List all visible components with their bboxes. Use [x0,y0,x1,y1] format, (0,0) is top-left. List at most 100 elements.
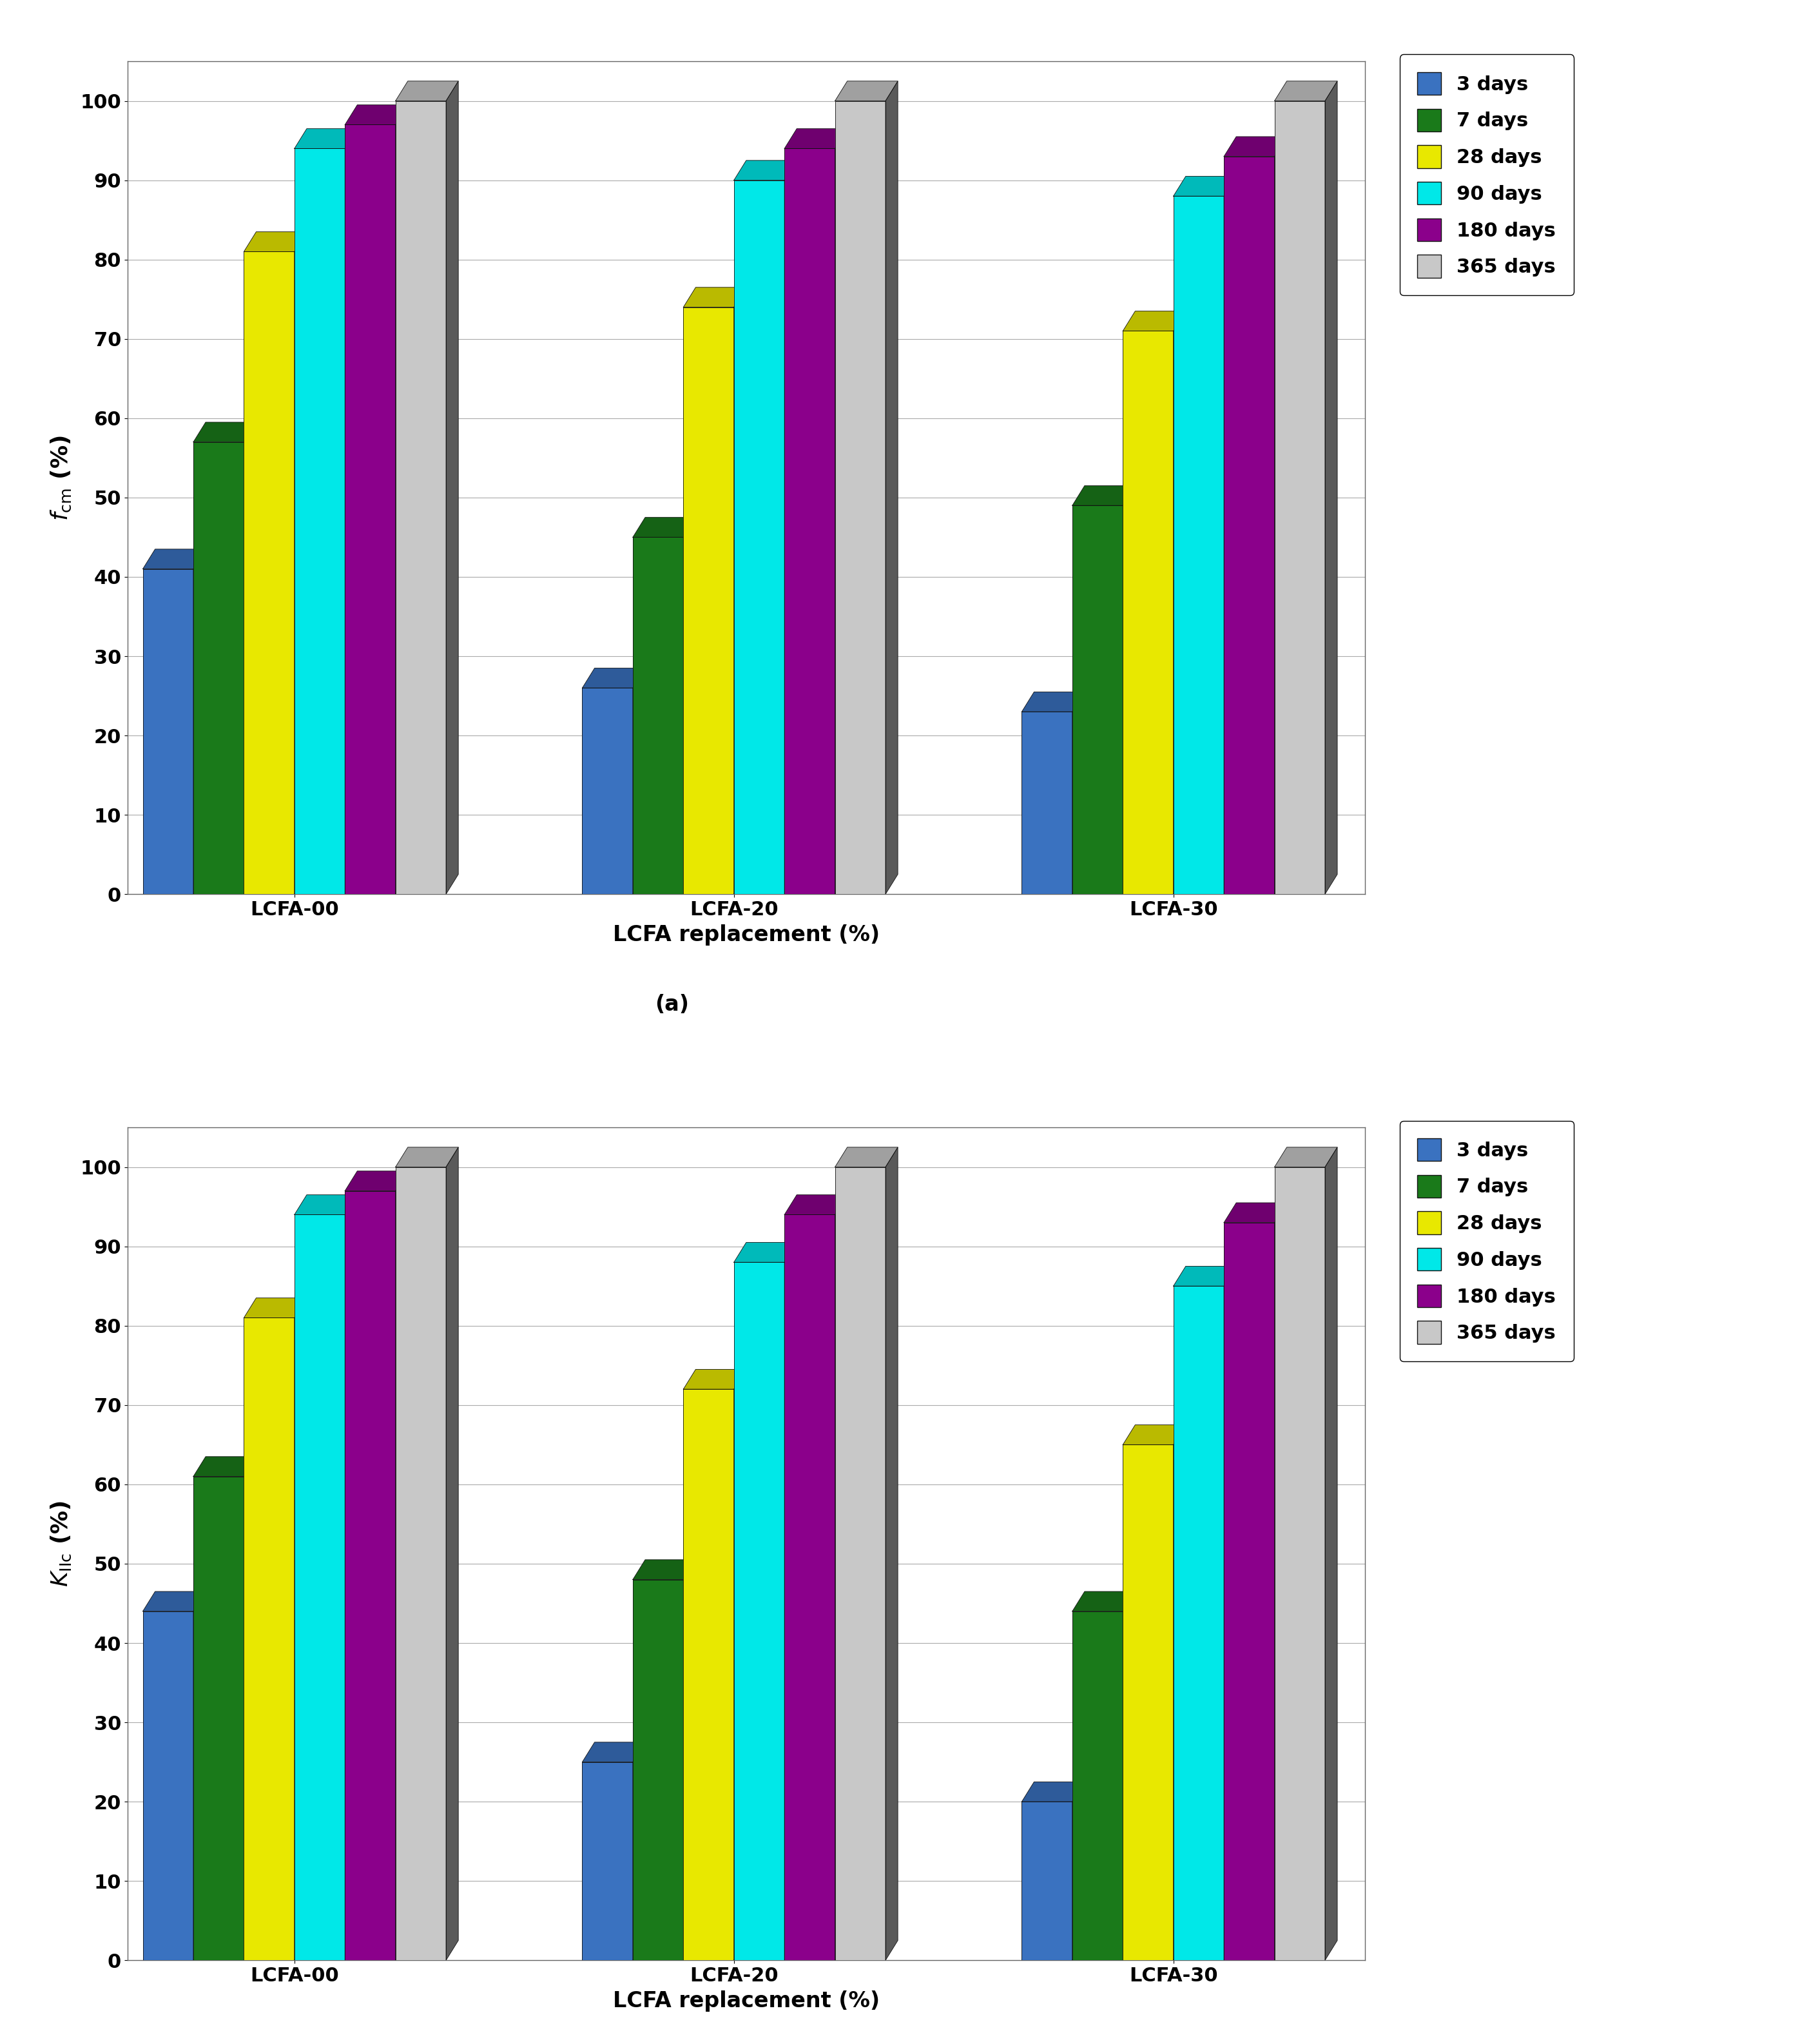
Polygon shape [1174,1286,1223,1960]
Polygon shape [784,1242,797,1960]
Polygon shape [733,161,797,180]
Polygon shape [346,104,408,125]
Polygon shape [1123,1425,1185,1444]
Polygon shape [395,104,408,894]
Polygon shape [1123,310,1185,331]
Polygon shape [446,82,459,894]
Polygon shape [244,1299,308,1317]
Polygon shape [295,129,357,149]
Polygon shape [733,180,784,894]
Polygon shape [733,1370,746,1960]
Polygon shape [1072,692,1085,894]
Polygon shape [244,423,257,894]
Polygon shape [733,288,746,894]
Polygon shape [733,1262,784,1960]
Polygon shape [784,1195,848,1215]
Polygon shape [1274,100,1325,894]
Polygon shape [633,1742,644,1960]
Polygon shape [142,570,193,894]
Polygon shape [1021,713,1072,894]
Polygon shape [244,1456,257,1960]
Polygon shape [244,233,308,251]
Polygon shape [1174,196,1223,894]
Y-axis label: $f_{\mathrm{cm}}$ (%): $f_{\mathrm{cm}}$ (%) [49,435,73,521]
Polygon shape [835,82,897,100]
Polygon shape [193,549,206,894]
Polygon shape [784,129,848,149]
Polygon shape [1274,1168,1325,1960]
Polygon shape [682,306,733,894]
Polygon shape [193,1456,257,1476]
Polygon shape [1072,506,1123,894]
Polygon shape [1274,82,1338,100]
Polygon shape [193,1476,244,1960]
Polygon shape [395,1170,408,1960]
Legend: 3 days, 7 days, 28 days, 90 days, 180 days, 365 days: 3 days, 7 days, 28 days, 90 days, 180 da… [1400,1121,1574,1362]
Polygon shape [346,129,357,894]
Polygon shape [886,82,897,894]
Polygon shape [295,233,308,894]
Polygon shape [682,1389,733,1960]
Polygon shape [346,125,395,894]
Polygon shape [1072,1611,1123,1960]
Polygon shape [1021,1801,1072,1960]
Polygon shape [142,549,206,570]
Polygon shape [193,441,244,894]
Polygon shape [582,688,633,894]
Polygon shape [295,1195,357,1215]
Y-axis label: $K_{\mathrm{IIc}}$ (%): $K_{\mathrm{IIc}}$ (%) [49,1501,73,1587]
Polygon shape [1274,1148,1338,1168]
Polygon shape [1174,176,1236,196]
Polygon shape [835,1168,886,1960]
Polygon shape [633,1581,682,1960]
Polygon shape [446,1148,459,1960]
Polygon shape [346,1195,357,1960]
Polygon shape [1223,137,1287,157]
X-axis label: LCFA replacement (%): LCFA replacement (%) [613,925,879,945]
Polygon shape [1223,1266,1236,1960]
X-axis label: LCFA replacement (%): LCFA replacement (%) [613,1991,879,2011]
Polygon shape [582,1762,633,1960]
Polygon shape [395,82,459,100]
Polygon shape [835,100,886,894]
Polygon shape [244,251,295,894]
Polygon shape [1123,486,1136,894]
Polygon shape [295,149,346,894]
Polygon shape [1174,1425,1185,1960]
Polygon shape [1123,331,1174,894]
Polygon shape [346,1170,408,1190]
Polygon shape [1123,1591,1136,1960]
Polygon shape [682,1560,695,1960]
Legend: 3 days, 7 days, 28 days, 90 days, 180 days, 365 days: 3 days, 7 days, 28 days, 90 days, 180 da… [1400,55,1574,296]
Polygon shape [1274,1203,1287,1960]
Polygon shape [633,517,695,537]
Polygon shape [633,1560,695,1581]
Polygon shape [193,423,257,441]
Polygon shape [1325,1148,1338,1960]
Polygon shape [395,1168,446,1960]
Polygon shape [733,1242,797,1262]
Polygon shape [1223,157,1274,894]
Polygon shape [835,1148,897,1168]
Polygon shape [1123,1444,1174,1960]
Polygon shape [1021,692,1085,713]
Polygon shape [395,100,446,894]
Polygon shape [633,668,644,894]
Polygon shape [682,1370,746,1389]
Polygon shape [1325,82,1338,894]
Polygon shape [1223,1223,1274,1960]
Polygon shape [835,129,848,894]
Polygon shape [193,1591,206,1960]
Polygon shape [1021,1783,1085,1801]
Text: (a): (a) [655,994,690,1015]
Polygon shape [784,161,797,894]
Polygon shape [1072,486,1136,506]
Polygon shape [633,537,682,894]
Polygon shape [1072,1783,1085,1960]
Polygon shape [1274,137,1287,894]
Polygon shape [1223,1203,1287,1223]
Polygon shape [142,1591,206,1611]
Polygon shape [395,1148,459,1168]
Polygon shape [244,1317,295,1960]
Polygon shape [682,288,746,306]
